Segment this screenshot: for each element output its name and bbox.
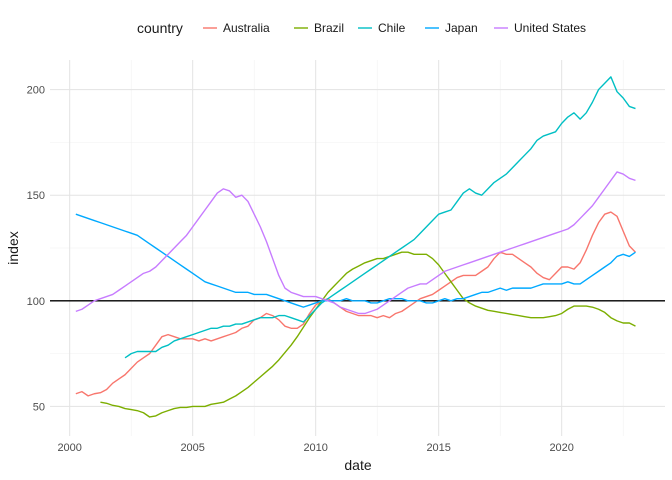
x-tick-label: 2020 bbox=[549, 442, 573, 454]
y-tick-label: 100 bbox=[27, 296, 45, 308]
legend-label-united-states: United States bbox=[514, 21, 586, 35]
legend-label-japan: Japan bbox=[445, 21, 478, 35]
legend-label-brazil: Brazil bbox=[314, 21, 344, 35]
x-tick-label: 2015 bbox=[426, 442, 450, 454]
x-axis-title: date bbox=[344, 457, 371, 473]
y-tick-label: 150 bbox=[27, 190, 45, 202]
series-line-australia bbox=[75, 211, 636, 397]
legend-label-australia: Australia bbox=[223, 21, 270, 35]
y-tick-label: 50 bbox=[33, 401, 45, 413]
x-tick-label: 2005 bbox=[180, 442, 204, 454]
legend-title: country bbox=[137, 20, 183, 36]
plot-panel: 2000 2005 2010 2015 2020 50 100 150 200 bbox=[27, 60, 665, 454]
y-tick-label: 200 bbox=[27, 85, 45, 97]
legend-label-chile: Chile bbox=[378, 21, 406, 35]
legend: country Australia Brazil Chile Japan United … bbox=[137, 20, 586, 36]
y-axis-title: index bbox=[5, 231, 21, 264]
x-tick-label: 2010 bbox=[303, 442, 327, 454]
series-line-chile bbox=[124, 76, 636, 359]
x-tick-label: 2000 bbox=[57, 442, 81, 454]
series-line-japan bbox=[75, 213, 636, 308]
series-line-brazil bbox=[100, 251, 636, 418]
series-line-united-states bbox=[75, 171, 636, 315]
